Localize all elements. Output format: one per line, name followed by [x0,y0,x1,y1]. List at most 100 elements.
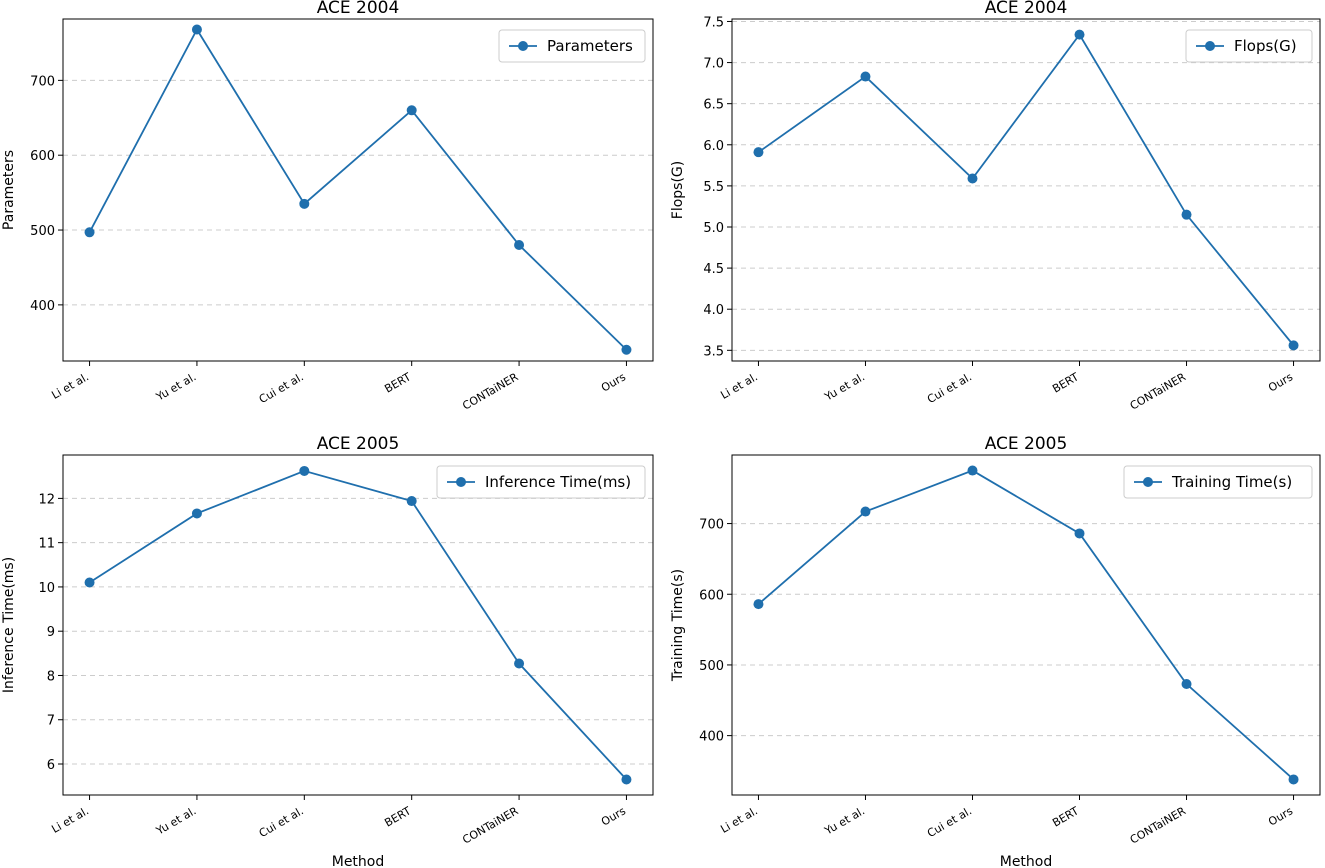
chart-panel-4: 400 500 600 700 Li et al. Yu et al. Cui et al.… [670,434,1321,868]
data-point [753,599,764,610]
data-point [406,105,417,116]
x-axis-label: Method [1000,854,1053,868]
legend-marker [1143,477,1153,487]
x-tick-label: BERT [1050,370,1081,395]
data-point [621,774,632,785]
series-line [757,32,1295,346]
y-tick-label: 7.0 [703,57,724,72]
y-tick-label: 12 [38,492,55,507]
x-tick-label: Ours [599,370,628,394]
x-tick-label: Yu et al. [153,370,198,404]
data-point [1288,340,1299,351]
y-tick-label: 400 [699,730,724,745]
x-tick-label: Li et al. [718,804,760,836]
x-tick-label: Yu et al. [822,370,867,404]
legend-label: Flops(G) [1234,37,1297,55]
chart-panel-3: 6 7 8 9 10 11 12 Li et al. Yu et al. Cui et al. BE… [1,434,654,868]
x-tick-label: Li et al. [49,370,91,402]
x-tick-label: CONTaiNER [1128,370,1189,412]
y-tick-label: 500 [699,659,724,674]
chart-title: ACE 2004 [317,0,400,18]
y-tick-label: 6 [47,758,55,773]
y-tick-label: 3.5 [703,344,724,359]
legend: Flops(G) [1185,29,1313,63]
series-line [89,469,628,781]
x-tick-label: CONTaiNER [460,370,521,412]
axes-frame [62,454,654,796]
legend-marker [518,41,528,51]
data-point [1181,209,1192,220]
x-tick-label: Cui et al. [925,804,974,840]
y-tick-label: 6.0 [703,139,724,154]
axes-frame [731,18,1321,362]
legend-box [1185,29,1313,63]
y-tick-label: 7 [47,714,55,729]
chart-title: ACE 2004 [985,0,1068,18]
x-tick-label: Ours [1266,370,1295,394]
y-tick-label: 5.0 [703,221,724,236]
legend-label: Parameters [547,37,633,55]
y-tick-label: 8 [47,669,55,684]
y-tick-label: 6.5 [703,98,724,113]
series-line [88,27,628,351]
x-tick-label: CONTaiNER [1128,804,1189,846]
chart-panel-1: 400 500 600 700 Li et al. Yu et al. Cui et al.… [1,0,654,413]
data-point [753,147,764,158]
chart-title: ACE 2005 [317,434,400,454]
x-axis-label: Method [332,854,385,868]
x-tick-label: BERT [382,370,413,395]
data-point [299,465,310,476]
x-tick-label: Ours [599,804,628,828]
data-point [1288,774,1299,785]
data-point [84,577,95,588]
y-tick-label: 700 [699,518,724,533]
data-point [514,240,525,251]
y-tick-label: 7.5 [703,15,724,30]
axes-frame [731,454,1321,796]
legend-box [436,465,646,499]
y-tick-label: 9 [47,625,55,640]
data-point [1074,528,1085,539]
data-point [967,465,978,476]
y-tick-label: 4.5 [703,262,724,277]
legend: Training Time(s) [1123,465,1313,499]
legend-label: Training Time(s) [1171,473,1292,491]
legend-label: Inference Time(ms) [485,473,631,491]
data-point [191,24,202,35]
legend-box [498,29,646,63]
x-tick-label: BERT [1050,804,1081,829]
legend: Parameters [498,29,646,63]
y-axis-label: Flops(G) [670,161,686,219]
y-tick-label: 600 [699,588,724,603]
x-tick-label: Yu et al. [153,804,198,838]
y-tick-label: 500 [30,224,55,239]
x-tick-label: Li et al. [718,370,760,402]
series-line [757,469,1295,781]
x-tick-label: Cui et al. [257,370,306,406]
data-point [860,71,871,82]
data-point [84,227,95,238]
axes-frame [62,18,654,362]
y-axis-label: Training Time(s) [670,569,686,682]
legend-marker [456,477,466,487]
data-point [967,173,978,184]
data-point [514,658,525,669]
x-tick-label: Cui et al. [257,804,306,840]
x-tick-label: Li et al. [49,804,91,836]
y-axis-label: Inference Time(ms) [1,557,17,693]
y-tick-label: 5.5 [703,180,724,195]
x-tick-label: CONTaiNER [460,804,521,846]
x-tick-label: Yu et al. [822,804,867,838]
chart-title: ACE 2005 [985,434,1068,454]
data-point [1181,679,1192,690]
y-axis-label: Parameters [1,150,17,230]
data-point [860,506,871,517]
x-tick-label: Ours [1266,804,1295,828]
data-point [191,508,202,519]
x-tick-label: BERT [382,804,413,829]
x-tick-label: Cui et al. [925,370,974,406]
legend-marker [1205,41,1215,51]
y-tick-label: 10 [38,581,55,596]
y-tick-label: 700 [30,74,55,89]
legend: Inference Time(ms) [436,465,646,499]
